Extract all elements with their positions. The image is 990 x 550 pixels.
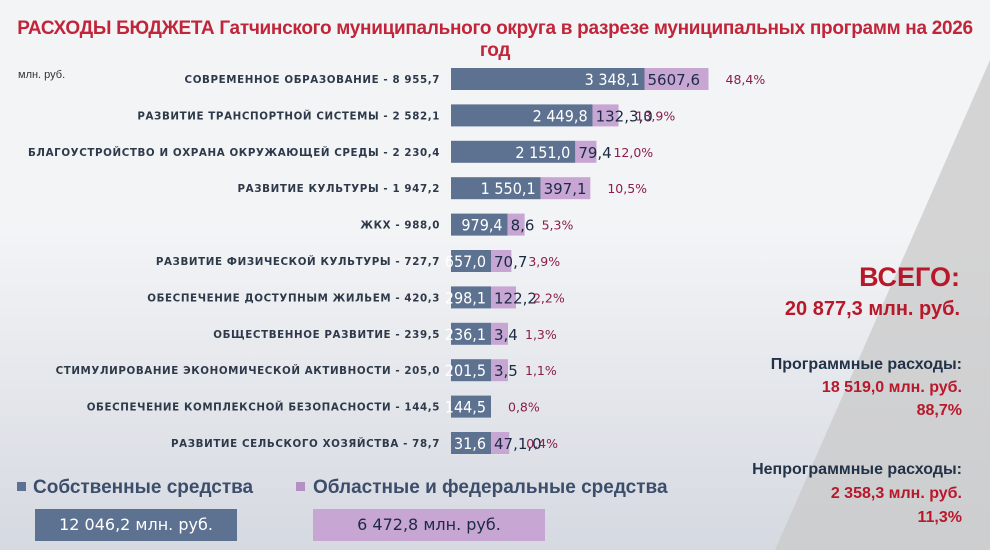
regional-total-box: 6 472,8 млн. руб.	[313, 509, 545, 541]
own-funds-value-label: 236,1	[445, 325, 486, 344]
own-funds-bar	[451, 140, 576, 163]
category-label: РАЗВИТИЕ ФИЗИЧЕСКОЙ КУЛЬТУРЫ - 727,7	[156, 255, 440, 268]
own-funds-value-label: 201,5	[445, 361, 486, 380]
regional-funds-bar	[491, 432, 510, 454]
own-funds-value-label: 2 449,8	[533, 106, 588, 125]
share-percent-label: 2,2%	[533, 290, 565, 305]
own-funds-value-label: 3 348,1	[585, 70, 640, 89]
own-funds-bar	[451, 432, 491, 454]
category-label: СТИМУЛИРОВАНИЕ ЭКОНОМИЧЕСКОЙ АКТИВНОСТИ …	[56, 364, 440, 377]
legend-regional-swatch	[296, 482, 305, 491]
own-funds-value-label: 657,0	[445, 252, 486, 271]
own-funds-value-label: 1 550,1	[481, 179, 536, 198]
legend-own-label: Собственные средства	[33, 477, 254, 498]
share-percent-label: 5,3%	[542, 218, 574, 233]
category-label: ОБЕСПЕЧЕНИЕ КОМПЛЕКСНОЙ БЕЗОПАСНОСТИ - 1…	[87, 401, 440, 414]
own-funds-bar	[451, 68, 645, 90]
own-total-box: 12 046,2 млн. руб.	[35, 509, 237, 541]
regional-funds-value-label: 79,4	[578, 144, 611, 162]
category-label: ОБЩЕСТВЕННОЕ РАЗВИТИЕ - 239,5	[213, 329, 440, 341]
page-title: РАСХОДЫ БЮДЖЕТА Гатчинского муниципально…	[17, 18, 973, 61]
share-percent-label: 13,9%	[636, 108, 676, 123]
own-funds-bar	[451, 286, 491, 309]
regional-funds-bar	[491, 359, 508, 382]
category-label: ЖКХ - 988,0	[360, 220, 440, 232]
regional-funds-value-label: 8,6	[511, 217, 535, 235]
regional-funds-bar	[540, 177, 591, 200]
regional-funds-value-label: 5607,6	[648, 71, 701, 89]
category-label: РАЗВИТИЕ КУЛЬТУРЫ - 1 947,2	[238, 183, 440, 195]
regional-funds-value-label: 70,7	[494, 253, 527, 271]
regional-funds-value-label: 132,3,0	[596, 107, 653, 125]
own-funds-bar	[451, 395, 491, 418]
category-label: БЛАГОУСТРОЙСТВО И ОХРАНА ОКРУЖАЮЩЕЙ СРЕД…	[28, 146, 440, 159]
own-funds-value-label: 979,4	[461, 216, 502, 235]
own-funds-bar	[451, 250, 491, 272]
nonprogram-expenses-value: 2 358,3 млн. руб.	[830, 485, 962, 502]
regional-funds-value-label: 47,1,0	[494, 435, 542, 453]
share-percent-label: 1,1%	[525, 363, 557, 378]
regional-funds-bar	[644, 68, 709, 90]
regional-funds-bar	[491, 322, 508, 345]
share-percent-label: 12,0%	[613, 145, 653, 160]
own-funds-bar	[451, 359, 491, 382]
regional-funds-bar	[491, 250, 512, 272]
regional-funds-value-label: 3,4	[494, 326, 518, 344]
own-funds-bar	[451, 104, 593, 127]
program-expenses-title: Программные расходы:	[770, 356, 962, 373]
own-funds-bar	[451, 213, 508, 236]
category-label: ОБЕСПЕЧЕНИЕ ДОСТУПНЫМ ЖИЛЬЕМ - 420,3	[147, 292, 440, 304]
nonprogram-expenses-percent: 11,3%	[917, 509, 962, 526]
regional-funds-bar	[491, 286, 516, 309]
legend-own-swatch	[17, 482, 26, 491]
total-title: ВСЕГО:	[859, 262, 960, 292]
own-funds-value-label: 298,1	[445, 288, 486, 307]
own-funds-value-label: 2 151,0	[515, 143, 570, 162]
total-value: 20 877,3 млн. руб.	[784, 298, 960, 320]
regional-funds-bar	[592, 104, 619, 127]
own-funds-bar	[451, 177, 541, 200]
share-percent-label: 48,4%	[726, 72, 766, 87]
share-percent-label: 0,4%	[526, 436, 558, 451]
own-funds-value-label: 31,6	[454, 434, 486, 453]
regional-funds-bar	[575, 140, 597, 163]
share-percent-label: 3,9%	[528, 254, 560, 269]
unit-label: млн. руб.	[18, 69, 66, 81]
share-percent-label: 10,5%	[607, 181, 647, 196]
share-percent-label: 0,8%	[508, 400, 540, 415]
own-funds-value-label: 144,5	[445, 398, 486, 417]
category-label: РАЗВИТИЕ СЕЛЬСКОГО ХОЗЯЙСТВА - 78,7	[171, 437, 440, 450]
regional-funds-value-label: 3,5	[494, 362, 518, 380]
category-label: СОВРЕМЕННОЕ ОБРАЗОВАНИЕ - 8 955,7	[185, 74, 440, 86]
summary-triangle	[775, 60, 990, 550]
program-expenses-value: 18 519,0 млн. руб.	[821, 379, 962, 396]
program-expenses-percent: 88,7%	[916, 402, 962, 419]
legend-regional-label: Областные и федеральные средства	[313, 477, 668, 498]
regional-funds-value-label: 122,2	[494, 289, 537, 307]
regional-funds-bar	[507, 213, 525, 236]
regional-funds-value-label: 397,1	[544, 180, 587, 198]
own-funds-bar	[451, 322, 491, 345]
nonprogram-expenses-title: Непрограммные расходы:	[752, 461, 962, 478]
share-percent-label: 1,3%	[525, 327, 557, 342]
category-label: РАЗВИТИЕ ТРАНСПОРТНОЙ СИСТЕМЫ - 2 582,1	[137, 109, 440, 122]
